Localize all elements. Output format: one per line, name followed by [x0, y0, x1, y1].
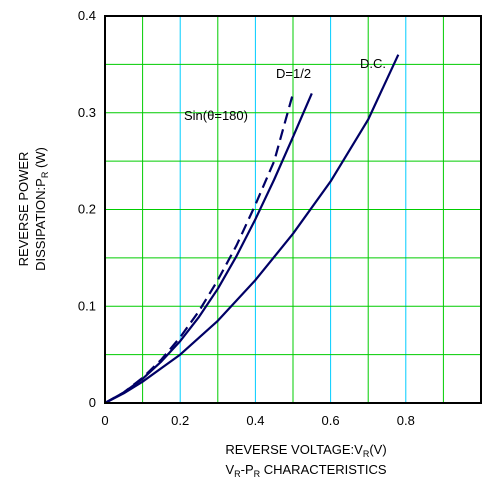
y-axis-label-main: DISSIPATION:P — [33, 178, 48, 271]
x-axis-label: REVERSE VOLTAGE:VR(V) — [225, 442, 386, 459]
y-axis-label-unit: (W) — [33, 147, 48, 172]
y-axis-label-line1: REVERSE POWER — [16, 152, 31, 267]
y-axis-label-group: REVERSE POWER DISSIPATION:PR (W) — [16, 147, 50, 271]
annotation-sin: Sin(θ=180) — [184, 108, 248, 123]
x-tick-label: 0.8 — [397, 413, 415, 428]
caption-rest: CHARACTERISTICS — [260, 462, 387, 477]
x-axis-label-unit: (V) — [369, 442, 386, 457]
caption-a: V — [225, 462, 234, 477]
series-line-2 — [105, 93, 293, 403]
annotation-d-half: D=1/2 — [276, 66, 311, 81]
y-tick-label: 0.2 — [78, 202, 96, 217]
x-tick-label: 0 — [101, 413, 108, 428]
x-tick-label: 0.6 — [322, 413, 340, 428]
x-axis-label-main: REVERSE VOLTAGE:V — [225, 442, 363, 457]
tick-labels: 0 0.2 0.4 0.6 0.8 0 0.1 0.2 0.3 0.4 — [78, 8, 415, 428]
y-tick-label: 0.4 — [78, 8, 96, 23]
y-tick-label: 0.1 — [78, 298, 96, 313]
caption-dash: -P — [241, 462, 254, 477]
series-lines — [105, 55, 398, 403]
y-axis-label-line2: DISSIPATION:PR (W) — [33, 147, 50, 271]
x-tick-label: 0.4 — [246, 413, 264, 428]
y-tick-label: 0 — [89, 395, 96, 410]
x-tick-label: 0.2 — [171, 413, 189, 428]
annotation-dc: D.C. — [360, 56, 386, 71]
y-tick-label: 0.3 — [78, 105, 96, 120]
chart-caption: VR-PR CHARACTERISTICS — [225, 462, 386, 479]
